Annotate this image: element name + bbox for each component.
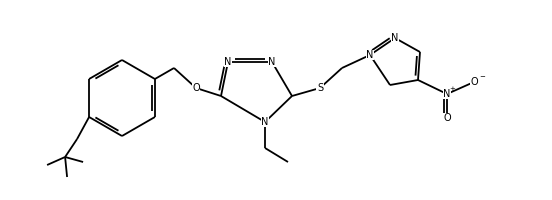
Text: O: O bbox=[470, 77, 478, 87]
Text: −: − bbox=[479, 74, 485, 80]
Text: O: O bbox=[443, 113, 451, 123]
Text: N: N bbox=[367, 50, 374, 60]
Text: N: N bbox=[391, 33, 399, 43]
Text: S: S bbox=[317, 83, 323, 93]
Text: N: N bbox=[261, 117, 269, 127]
Text: N: N bbox=[443, 89, 450, 99]
Text: N: N bbox=[268, 57, 275, 67]
Text: N: N bbox=[224, 57, 232, 67]
Text: O: O bbox=[192, 83, 200, 93]
Text: +: + bbox=[449, 86, 455, 92]
